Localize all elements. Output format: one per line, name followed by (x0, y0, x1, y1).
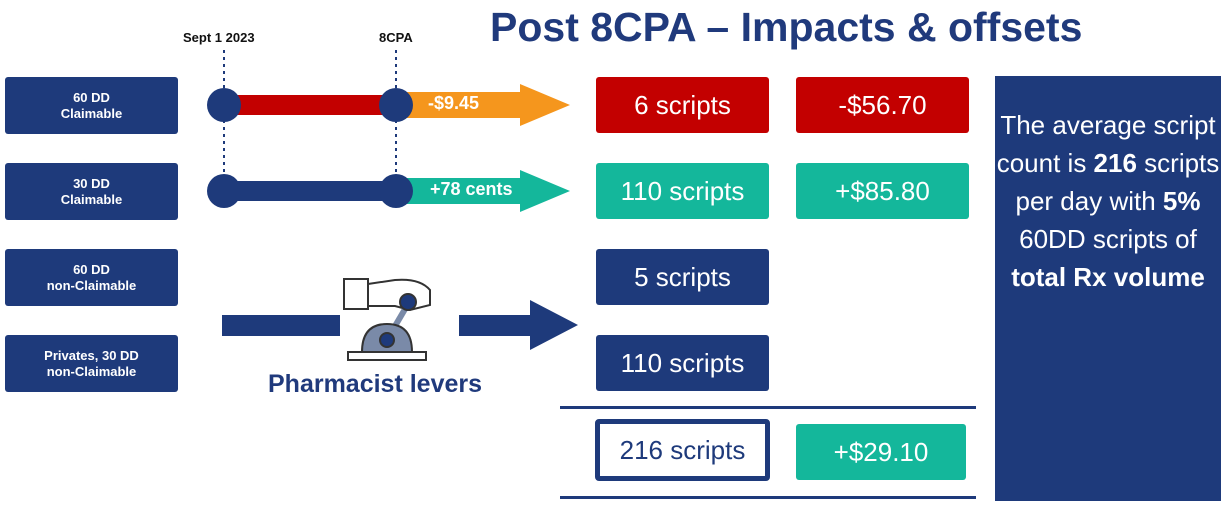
scripts-box-row1: 6 scripts (596, 77, 769, 133)
side-note-bold-volume: total Rx volume (1011, 262, 1205, 292)
timeline-diagram (207, 50, 578, 361)
pharmacist-levers-label: Pharmacist levers (268, 370, 483, 398)
impact-box-row2: +$85.80 (796, 163, 969, 219)
row2-arrow (396, 170, 570, 212)
row2-end-dot (379, 174, 413, 208)
category-line1: 60 DD (73, 89, 110, 105)
row1-start-dot (207, 88, 241, 122)
page-title: Post 8CPA – Impacts & offsets (490, 4, 1083, 50)
row1-arrow-label: -$9.45 (428, 93, 480, 113)
side-note-text-1: The average script count is (996, 110, 1216, 178)
side-note-text-2: scripts per day with (1015, 148, 1220, 216)
row1-end-dot (379, 88, 413, 122)
category-privates-30dd-non-claimable: Privates, 30 DD non-Claimable (5, 335, 178, 392)
scripts-box-row4: 110 scripts (596, 335, 769, 391)
row1-arrow (396, 84, 570, 126)
total-scripts-box: 216 scripts (595, 419, 770, 481)
category-line1: 30 DD (73, 175, 110, 191)
category-line2: non-Claimable (46, 363, 137, 379)
side-note-text-3: 60DD scripts of (1019, 224, 1197, 254)
category-line1: 60 DD (73, 261, 110, 277)
row1-bar (224, 95, 396, 115)
total-bottom-divider (560, 496, 976, 499)
impact-box-row1: -$56.70 (796, 77, 969, 133)
side-note-bold-percent: 5% (1162, 186, 1201, 216)
row2-arrow-label: +78 cents (430, 179, 513, 199)
marker-end-label: 8CPA (379, 30, 413, 45)
row2-bar (224, 181, 396, 201)
scripts-box-row2: 110 scripts (596, 163, 769, 219)
total-top-divider (560, 406, 976, 409)
row2-start-dot (207, 174, 241, 208)
side-note-bold-count: 216 (1093, 148, 1137, 178)
category-line2: Claimable (60, 105, 123, 121)
total-value-box: +$29.10 (796, 424, 966, 480)
category-60dd-non-claimable: 60 DD non-Claimable (5, 249, 178, 306)
category-line2: Claimable (60, 191, 123, 207)
category-60dd-claimable: 60 DD Claimable (5, 77, 178, 134)
lever-left-bar (222, 315, 340, 336)
side-note-panel: The average script count is 216 scripts … (995, 76, 1221, 501)
category-line1: Privates, 30 DD (44, 347, 139, 363)
scripts-box-row3: 5 scripts (596, 249, 769, 305)
category-line2: non-Claimable (46, 277, 137, 293)
lever-right-arrow (459, 300, 578, 350)
lever-hand-icon (343, 278, 431, 361)
marker-start-label: Sept 1 2023 (183, 30, 255, 45)
category-30dd-claimable: 30 DD Claimable (5, 163, 178, 220)
